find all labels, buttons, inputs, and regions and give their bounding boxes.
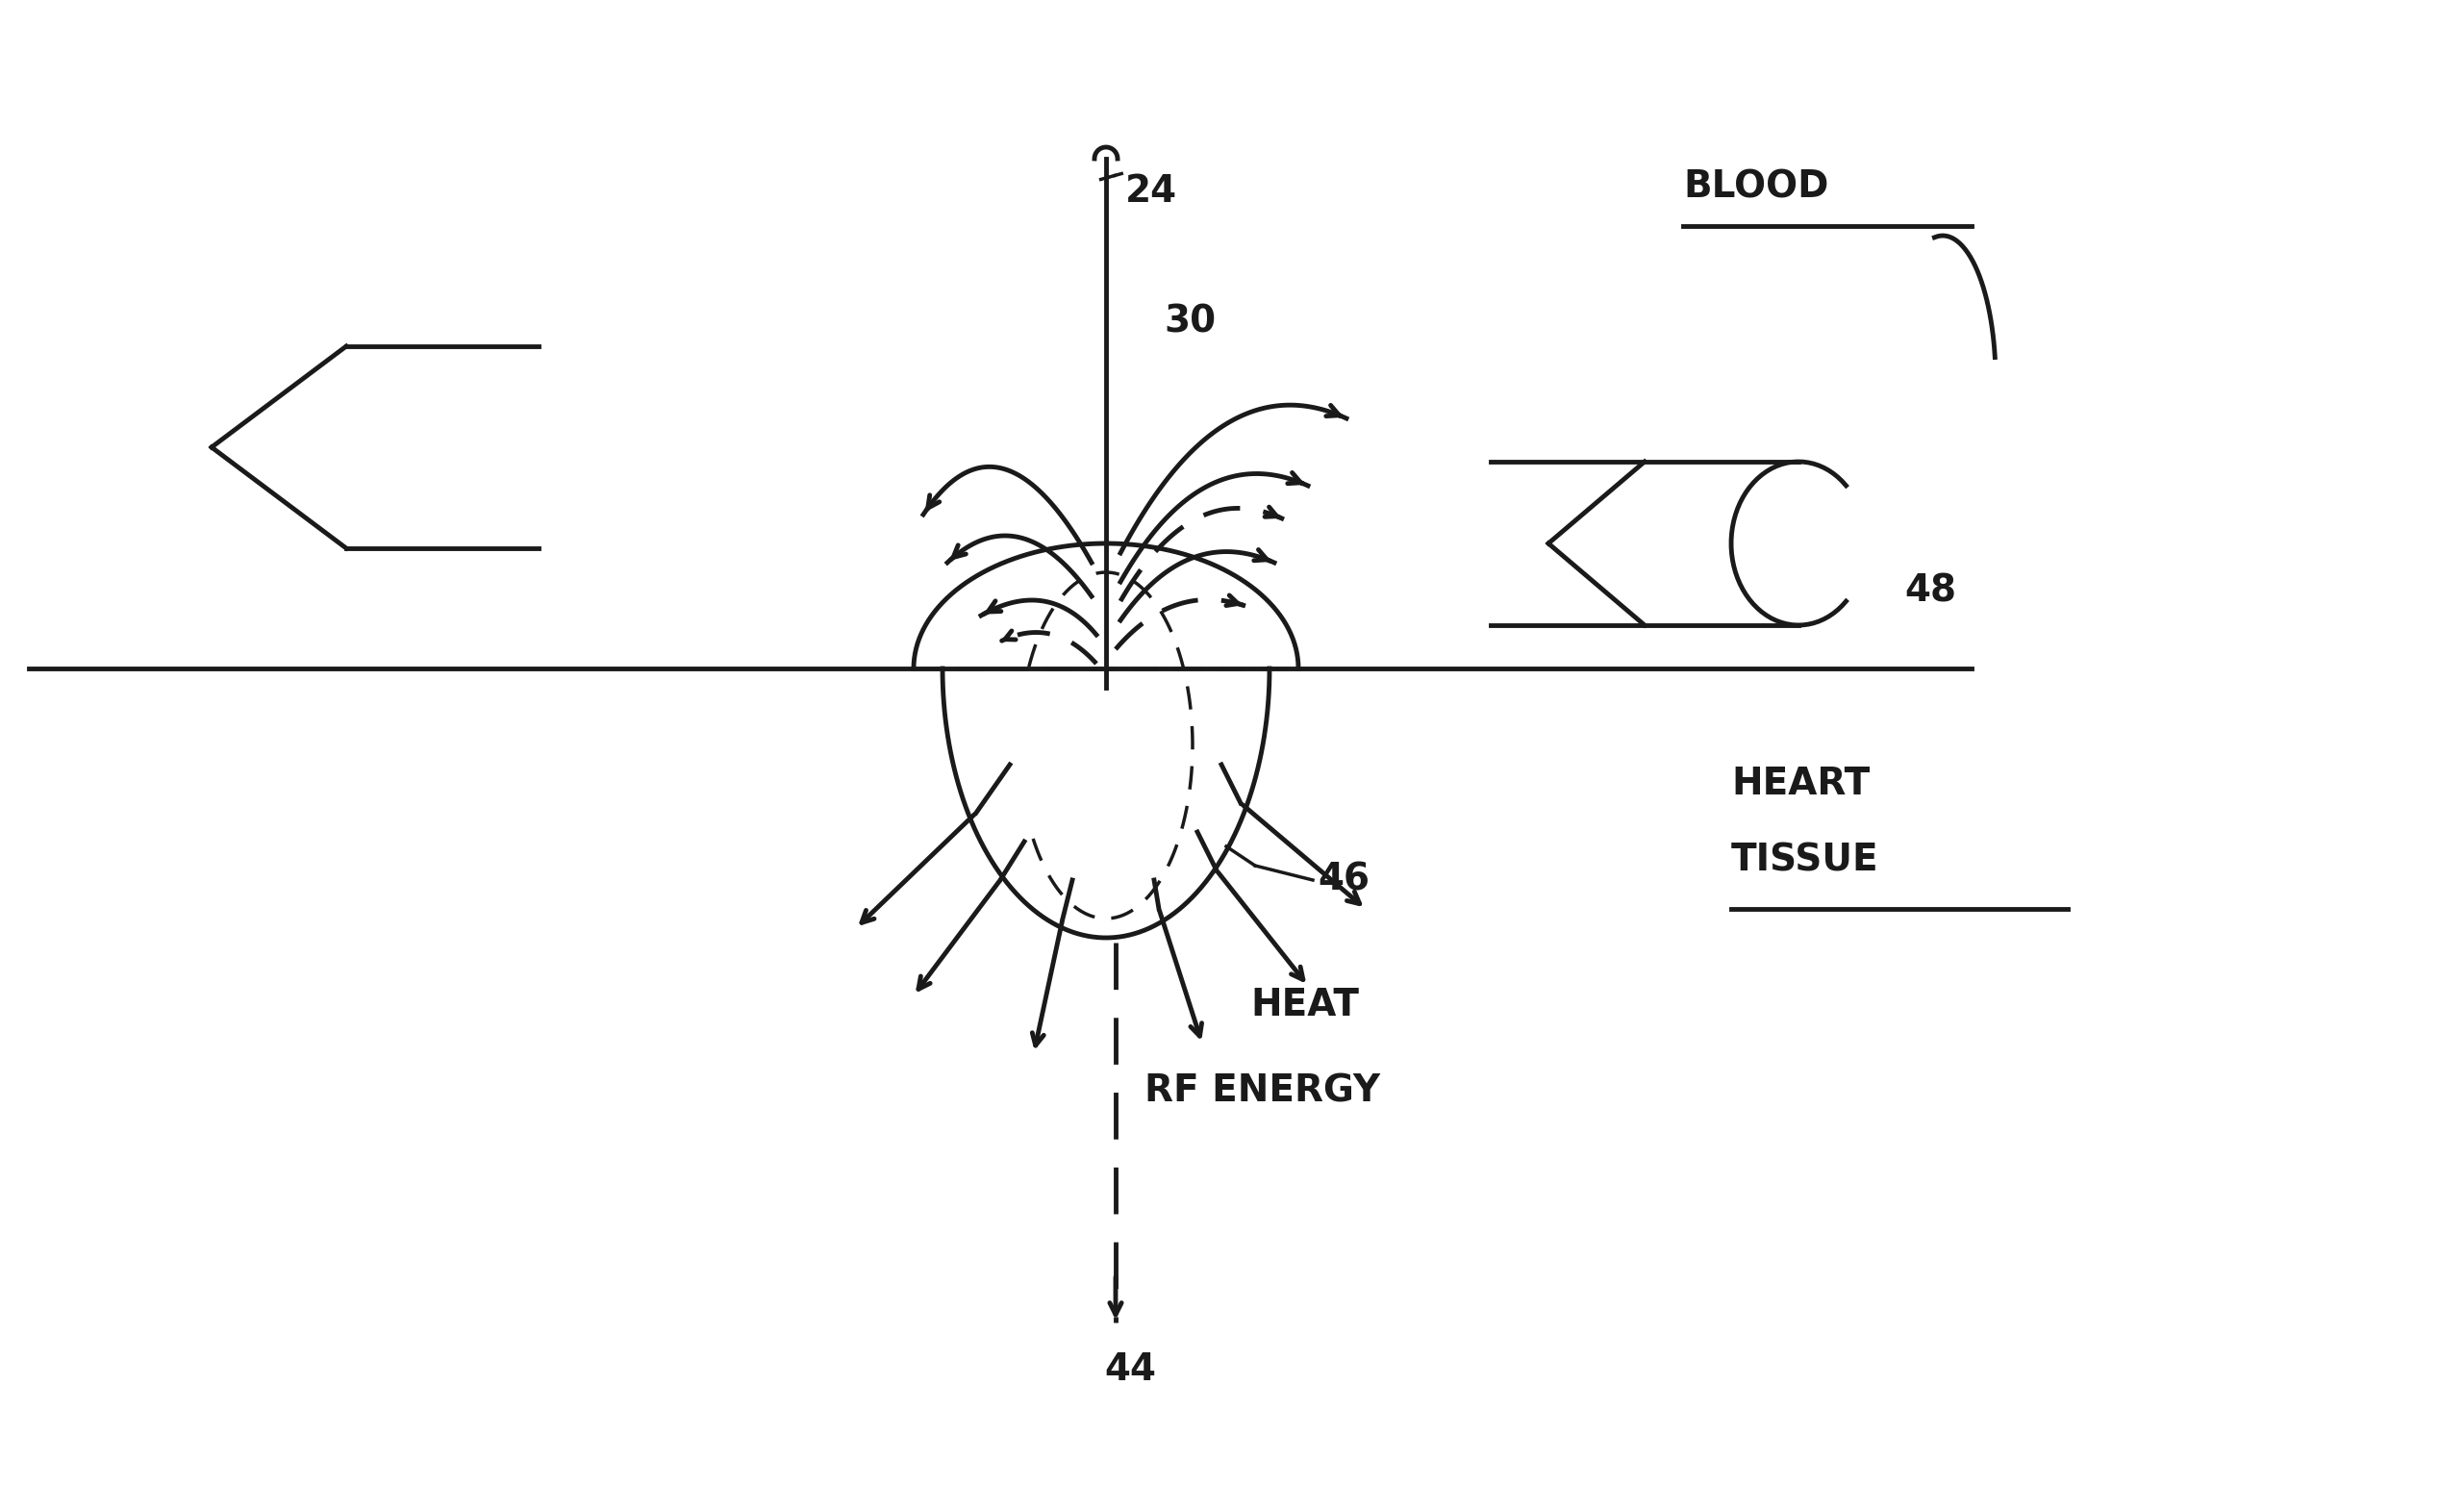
Text: BLOOD: BLOOD [1683,169,1828,207]
Text: 48: 48 [1905,574,1956,609]
Text: 30: 30 [1163,305,1215,340]
Text: 24: 24 [1126,174,1178,210]
Text: RF ENERGY: RF ENERGY [1143,1073,1380,1110]
Text: 46: 46 [1318,862,1370,899]
Text: TISSUE: TISSUE [1732,843,1880,880]
Text: HEAT: HEAT [1249,987,1360,1024]
Text: HEART: HEART [1732,765,1870,802]
Text: 44: 44 [1104,1351,1156,1388]
